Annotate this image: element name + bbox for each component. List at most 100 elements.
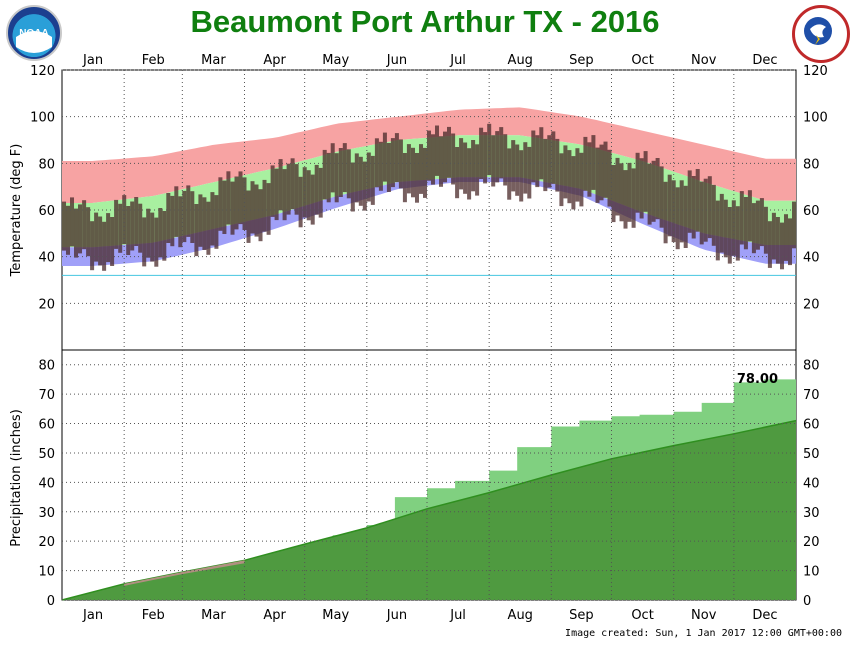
precip-left-tick-label: 20 xyxy=(38,535,55,550)
actual-temp-bar xyxy=(731,200,736,256)
actual-temp-bar xyxy=(174,186,179,237)
actual-temp-bar xyxy=(571,156,576,210)
actual-temp-bar xyxy=(286,163,291,215)
actual-temp-bar xyxy=(775,217,780,264)
actual-temp-bar xyxy=(479,127,484,179)
actual-temp-bar xyxy=(431,134,436,185)
actual-temp-bar xyxy=(182,190,187,243)
actual-temp-bar xyxy=(719,193,724,253)
actual-temp-bar xyxy=(378,141,383,191)
actual-temp-bar xyxy=(459,138,464,190)
actual-temp-bar xyxy=(687,170,692,233)
actual-temp-bar xyxy=(242,177,247,230)
actual-temp-bar xyxy=(735,206,740,261)
actual-temp-bar xyxy=(591,135,596,190)
temp-left-tick-label: 120 xyxy=(30,64,55,79)
actual-temp-bar xyxy=(358,156,363,206)
precip-left-tick-label: 60 xyxy=(38,418,55,433)
actual-temp-bar xyxy=(447,126,452,178)
actual-temp-bar xyxy=(535,135,540,188)
actual-temp-bar xyxy=(402,153,407,203)
actual-temp-bar xyxy=(780,222,785,270)
temp-right-tick-label: 20 xyxy=(803,297,820,312)
precip-left-tick-label: 0 xyxy=(47,594,55,609)
actual-temp-bar xyxy=(715,200,720,261)
temp-left-tick-label: 60 xyxy=(38,204,55,219)
actual-temp-bar xyxy=(202,197,207,250)
precip-left-tick-label: 80 xyxy=(38,359,55,374)
actual-temp-bar xyxy=(198,194,203,247)
precip-right-tick-label: 70 xyxy=(803,388,820,403)
actual-temp-bar xyxy=(415,153,420,203)
actual-temp-bar xyxy=(226,171,231,225)
top-month-label: Nov xyxy=(691,53,717,68)
actual-temp-bar xyxy=(298,176,303,228)
precip-deficit-area xyxy=(124,560,245,586)
actual-temp-bar xyxy=(142,217,147,267)
precip-right-tick-label: 50 xyxy=(803,447,820,462)
actual-temp-bar xyxy=(302,167,307,218)
top-month-label: Oct xyxy=(631,53,653,68)
noaa-logo: NOAA xyxy=(6,5,62,61)
actual-temp-bar xyxy=(627,162,632,222)
actual-temp-bar xyxy=(423,147,428,198)
actual-temp-bar xyxy=(150,212,155,262)
actual-temp-bar xyxy=(411,147,416,198)
actual-temp-bar xyxy=(671,180,676,243)
bottom-month-label: Apr xyxy=(263,608,286,623)
actual-temp-bar xyxy=(318,167,323,218)
actual-temp-bar xyxy=(70,197,75,247)
actual-temp-bar xyxy=(611,165,616,223)
top-month-label: Apr xyxy=(263,53,286,68)
actual-temp-bar xyxy=(515,144,520,196)
actual-temp-bar xyxy=(178,196,183,248)
bottom-month-label: Aug xyxy=(508,608,533,623)
actual-temp-bar xyxy=(471,140,476,192)
actual-temp-bar xyxy=(246,190,251,243)
bottom-month-label: Mar xyxy=(201,608,226,623)
actual-temp-bar xyxy=(94,212,99,262)
bottom-month-label: Nov xyxy=(691,608,717,623)
nws-logo xyxy=(792,5,850,63)
actual-temp-bar xyxy=(162,211,167,261)
actual-temp-bar xyxy=(503,134,508,186)
actual-temp-bar xyxy=(322,149,327,200)
actual-temp-bar xyxy=(563,145,568,199)
actual-temp-bar xyxy=(451,133,456,185)
actual-temp-bar xyxy=(547,135,552,188)
actual-temp-bar xyxy=(382,132,387,182)
actual-temp-bar xyxy=(587,142,592,197)
temp-left-tick-label: 40 xyxy=(38,251,55,266)
actual-temp-bar xyxy=(390,138,395,188)
actual-temp-bar xyxy=(707,176,712,239)
precip-right-tick-label: 20 xyxy=(803,535,820,550)
temp-left-tick-label: 20 xyxy=(38,297,55,312)
actual-temp-bar xyxy=(463,142,468,194)
temp-series-group xyxy=(62,107,797,276)
actual-temp-bar xyxy=(394,133,399,183)
actual-temp-bar xyxy=(703,178,708,242)
actual-temp-bar xyxy=(130,201,135,251)
actual-temp-bar xyxy=(615,157,620,216)
actual-temp-bar xyxy=(751,203,756,254)
actual-temp-bar xyxy=(86,207,91,257)
actual-temp-bar xyxy=(788,218,793,266)
actual-temp-bar xyxy=(254,184,259,237)
actual-temp-bar xyxy=(262,179,267,232)
top-month-label: Dec xyxy=(752,53,777,68)
actual-temp-bar xyxy=(82,200,87,250)
actual-temp-bar xyxy=(619,163,624,222)
actual-temp-bar xyxy=(539,127,544,180)
bottom-month-label: Jul xyxy=(449,608,466,623)
actual-temp-bar xyxy=(166,193,171,243)
actual-temp-bar xyxy=(158,208,163,258)
actual-temp-bar xyxy=(398,139,403,189)
actual-temp-bar xyxy=(695,169,700,232)
actual-temp-bar xyxy=(258,189,263,242)
actual-temp-bar xyxy=(631,168,636,228)
actual-temp-bar xyxy=(419,144,424,194)
temp-left-tick-label: 100 xyxy=(30,111,55,126)
top-month-label: May xyxy=(322,53,349,68)
record-high-band xyxy=(62,107,796,203)
bottom-month-label: Dec xyxy=(752,608,777,623)
